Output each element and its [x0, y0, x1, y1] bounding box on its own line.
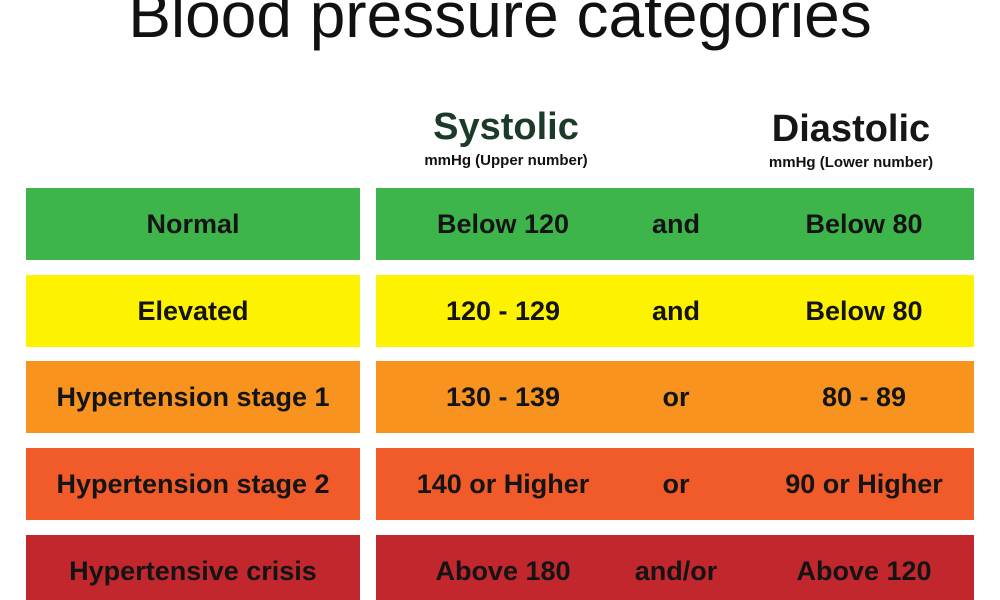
category-row-hypertensive-crisis: Hypertensive crisis Above 180 and/or Abo…: [0, 535, 1000, 600]
conjunction-text: and: [651, 208, 700, 239]
systolic-value: 120 - 129: [445, 295, 561, 326]
diastolic-column-header: Diastolic mmHg (Lower number): [740, 108, 962, 172]
category-label: Normal: [26, 188, 360, 260]
category-row-hypertension-stage-1: Hypertension stage 1 130 - 139 or 80 - 8…: [0, 361, 1000, 433]
diastolic-value: 90 or Higher: [785, 468, 943, 499]
systolic-value: 130 - 139: [445, 381, 561, 412]
category-values: 140 or Higher or 90 or Higher: [376, 448, 974, 520]
systolic-header-label: Systolic: [433, 106, 579, 148]
category-label: Hypertension stage 2: [26, 448, 360, 520]
diastolic-header-unit: mmHg (Lower number): [768, 154, 934, 171]
category-label: Elevated: [26, 275, 360, 347]
category-values: Below 120 and Below 80: [376, 188, 974, 260]
conjunction-text: or: [662, 381, 690, 412]
systolic-value: 140 or Higher: [416, 468, 590, 499]
category-row-hypertension-stage-2: Hypertension stage 2 140 or Higher or 90…: [0, 448, 1000, 520]
diastolic-value: Above 120: [796, 555, 932, 586]
conjunction-text: and: [651, 295, 700, 326]
category-label: Hypertension stage 1: [26, 361, 360, 433]
conjunction-text: or: [662, 468, 690, 499]
systolic-header-unit: mmHg (Upper number): [424, 152, 588, 169]
conjunction-text: and/or: [634, 555, 718, 586]
systolic-value: Below 120: [436, 208, 570, 239]
category-row-elevated: Elevated 120 - 129 and Below 80: [0, 275, 1000, 347]
systolic-value: Above 180: [435, 555, 571, 586]
systolic-column-header: Systolic mmHg (Upper number): [396, 106, 616, 170]
diastolic-value: 80 - 89: [821, 381, 907, 412]
category-row-normal: Normal Below 120 and Below 80: [0, 188, 1000, 260]
page-title: Blood pressure categories: [128, 0, 872, 51]
diastolic-header-label: Diastolic: [771, 108, 931, 150]
category-values: 130 - 139 or 80 - 89: [376, 361, 974, 433]
diastolic-value: Below 80: [805, 208, 923, 239]
category-values: Above 180 and/or Above 120: [376, 535, 974, 600]
category-label: Hypertensive crisis: [26, 535, 360, 600]
diastolic-value: Below 80: [805, 295, 923, 326]
category-values: 120 - 129 and Below 80: [376, 275, 974, 347]
